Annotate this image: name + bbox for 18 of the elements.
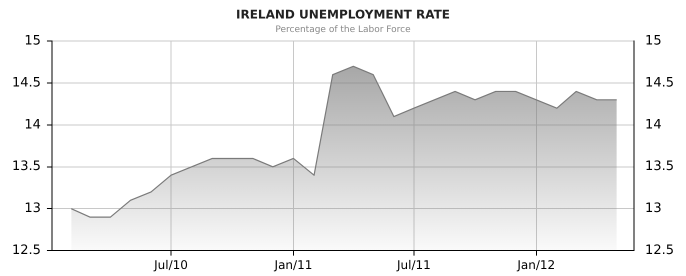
- x-tick-label: Jan/12: [516, 258, 556, 272]
- y2-tick-label: 13: [645, 201, 662, 216]
- y2-tick-label: 14.5: [645, 75, 674, 90]
- y-tick-label: 13: [24, 201, 41, 216]
- x-tick-label: Jan/11: [274, 258, 312, 272]
- y2-tick-label: 15: [645, 34, 662, 49]
- y-tick-label: 13.5: [12, 159, 41, 174]
- y-tick-label: 15: [24, 34, 41, 49]
- y-tick-label: 14: [24, 117, 41, 132]
- x-tick-label: Jul/10: [153, 258, 188, 272]
- y-tick-label: 14.5: [12, 75, 41, 90]
- y-tick-label: 12.5: [12, 242, 41, 258]
- y2-tick-label: 13.5: [645, 159, 674, 174]
- chart-subtitle: Percentage of the Labor Force: [275, 25, 412, 36]
- chart-title: IRELAND UNEMPLOYMENT RATE: [236, 7, 450, 22]
- y2-tick-label: 12.5: [645, 242, 674, 258]
- y2-tick-label: 14: [645, 117, 662, 132]
- x-tick-label: Jul/11: [396, 258, 431, 272]
